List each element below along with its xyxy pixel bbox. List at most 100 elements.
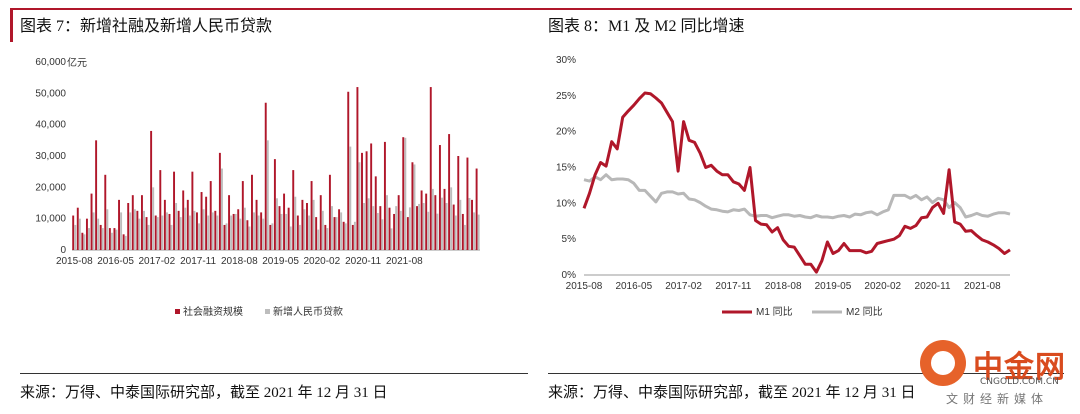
bar-social-financing xyxy=(333,217,336,250)
bar-social-financing xyxy=(434,195,437,250)
y-tick-label: 30% xyxy=(556,55,576,66)
bar-social-financing xyxy=(145,217,148,250)
x-tick-label: 2016-05 xyxy=(615,281,652,292)
y-tick-label: 5% xyxy=(562,234,577,245)
bar-social-financing xyxy=(72,215,75,250)
x-tick-label: 2017-11 xyxy=(180,256,216,267)
bar-rmb-loans xyxy=(110,232,113,250)
bar-rmb-loans xyxy=(133,209,136,250)
bar-social-financing xyxy=(122,234,125,250)
y-tick-label: 15% xyxy=(556,163,576,174)
bar-rmb-loans xyxy=(225,223,228,250)
bar-rmb-loans xyxy=(115,229,118,250)
y-tick-label: 10% xyxy=(556,198,576,209)
bar-social-financing xyxy=(306,203,308,250)
bar-social-financing xyxy=(278,206,281,250)
bar-rmb-loans xyxy=(239,218,242,250)
bar-social-financing xyxy=(182,190,185,250)
bar-rmb-loans xyxy=(216,215,219,250)
bar-social-financing xyxy=(90,193,93,250)
line-series xyxy=(582,91,1011,274)
bar-social-financing xyxy=(324,224,327,250)
cngold-logo-inner xyxy=(931,351,955,375)
bar-series xyxy=(72,87,480,250)
bar-rmb-loans xyxy=(88,228,90,250)
bar-rmb-loans xyxy=(340,212,343,250)
x-tick-label: 2017-02 xyxy=(665,281,702,292)
bar-rmb-loans xyxy=(170,224,173,250)
bar-rmb-loans xyxy=(431,188,434,250)
bar-rmb-loans xyxy=(372,206,375,250)
bar-rmb-loans xyxy=(303,209,306,250)
bar-social-financing xyxy=(214,210,217,250)
bar-rmb-loans xyxy=(161,215,164,250)
y-tick-label: 30,000 xyxy=(35,151,66,162)
bar-social-financing xyxy=(273,159,276,250)
bar-rmb-loans xyxy=(386,195,388,250)
x-tick-label: 2020-11 xyxy=(345,256,381,267)
y-axis: 30% 25% 20% 15% 10% 5% 0% xyxy=(556,55,1010,281)
bar-rmb-loans xyxy=(326,228,329,250)
bar-social-financing xyxy=(95,140,98,250)
bar-rmb-loans xyxy=(92,212,95,250)
bar-rmb-loans xyxy=(257,215,260,250)
line-m1 xyxy=(582,91,1011,274)
bar-social-financing xyxy=(127,203,130,250)
bar-rmb-loans xyxy=(445,203,448,250)
bar-social-financing xyxy=(168,213,171,250)
bar-rmb-loans xyxy=(74,224,77,250)
bar-rmb-loans xyxy=(280,213,283,250)
bar-social-financing xyxy=(388,207,391,250)
bar-rmb-loans xyxy=(331,206,333,250)
bar-social-financing xyxy=(402,137,405,250)
bar-rmb-loans xyxy=(262,218,265,250)
bar-social-financing xyxy=(228,195,231,250)
y-tick-label: 50,000 xyxy=(35,88,66,99)
bar-social-financing xyxy=(411,162,414,250)
bar-social-financing xyxy=(342,221,345,250)
bar-rmb-loans xyxy=(312,199,315,250)
bar-social-financing xyxy=(140,195,143,250)
bar-rmb-loans xyxy=(294,196,297,250)
bar-rmb-loans xyxy=(308,215,311,250)
bar-social-financing xyxy=(471,199,473,250)
bar-social-financing xyxy=(264,102,267,250)
bar-social-financing xyxy=(85,218,88,250)
bar-social-financing xyxy=(76,207,79,250)
bar-social-financing xyxy=(209,181,212,250)
bar-rmb-loans xyxy=(207,215,210,250)
bar-rmb-loans xyxy=(459,199,462,250)
bar-rmb-loans xyxy=(436,213,439,250)
bar-social-financing xyxy=(383,141,386,250)
bar-social-financing xyxy=(104,174,107,250)
x-tick-label: 2017-02 xyxy=(138,256,175,267)
bar-rmb-loans xyxy=(454,215,457,250)
bar-social-financing xyxy=(425,193,428,250)
x-tick-label: 2015-08 xyxy=(566,281,603,292)
y-tick-label: 25% xyxy=(556,91,576,102)
bar-rmb-loans xyxy=(193,210,196,250)
bar-social-financing xyxy=(319,195,322,250)
bar-rmb-loans xyxy=(408,207,411,250)
bar-rmb-loans xyxy=(463,224,466,250)
bar-rmb-loans xyxy=(395,206,398,250)
bar-rmb-loans xyxy=(78,218,81,250)
bar-social-financing xyxy=(347,91,350,250)
bar-rmb-loans xyxy=(129,212,132,250)
bar-social-financing xyxy=(420,190,423,250)
bar-social-financing xyxy=(260,212,263,250)
bar-social-financing xyxy=(393,213,396,250)
bar-social-financing xyxy=(218,152,221,250)
bar-rmb-loans xyxy=(124,235,127,250)
bar-social-financing xyxy=(296,215,299,250)
accent-bar xyxy=(10,8,13,42)
bar-social-financing xyxy=(370,143,373,250)
bar-rmb-loans xyxy=(106,209,109,250)
bar-social-financing xyxy=(205,196,208,250)
bar-social-financing xyxy=(237,209,240,250)
bar-social-financing xyxy=(379,206,382,250)
bar-rmb-loans xyxy=(376,213,379,250)
bar-social-financing xyxy=(196,212,198,250)
bar-social-financing xyxy=(154,215,157,250)
bar-social-financing xyxy=(113,228,116,250)
